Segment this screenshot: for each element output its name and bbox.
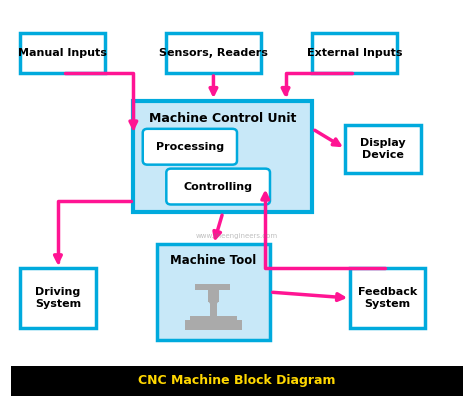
Text: Driving
System: Driving System [35,287,81,309]
FancyBboxPatch shape [11,366,463,396]
FancyBboxPatch shape [208,290,219,302]
FancyBboxPatch shape [133,101,312,213]
Text: Machine Control Unit: Machine Control Unit [149,112,297,126]
Polygon shape [209,302,218,308]
FancyBboxPatch shape [20,33,105,73]
FancyBboxPatch shape [166,33,261,73]
FancyBboxPatch shape [190,316,237,322]
Text: Machine Tool: Machine Tool [170,254,256,267]
Text: Manual Inputs: Manual Inputs [18,48,107,58]
FancyBboxPatch shape [210,290,217,320]
FancyBboxPatch shape [350,268,426,328]
Text: www.theengineers.com: www.theengineers.com [196,233,278,239]
Text: Display
Device: Display Device [360,138,406,160]
Text: Controlling: Controlling [183,182,253,192]
FancyBboxPatch shape [157,244,270,340]
Text: CNC Machine Block Diagram: CNC Machine Block Diagram [138,374,336,387]
Text: External Inputs: External Inputs [307,48,402,58]
Text: Sensors, Readers: Sensors, Readers [159,48,268,58]
FancyBboxPatch shape [346,125,421,172]
FancyBboxPatch shape [143,129,237,165]
Text: Processing: Processing [156,142,224,152]
FancyBboxPatch shape [185,320,242,330]
Text: Feedback
System: Feedback System [358,287,418,309]
FancyBboxPatch shape [195,284,230,290]
FancyBboxPatch shape [166,169,270,205]
FancyBboxPatch shape [20,268,96,328]
FancyBboxPatch shape [312,33,397,73]
